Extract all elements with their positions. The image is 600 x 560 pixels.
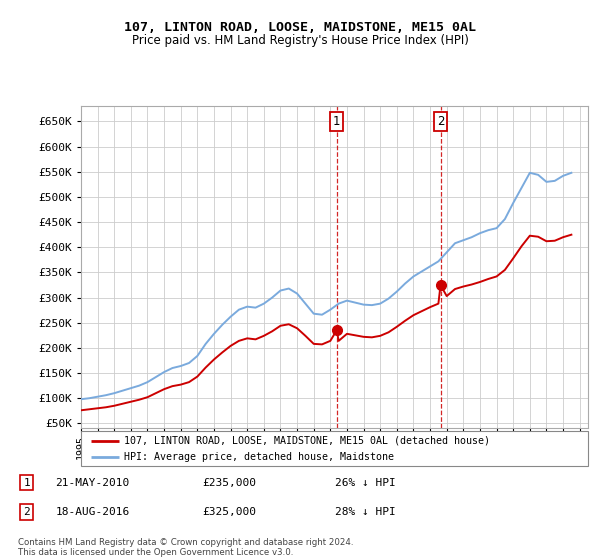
Text: 1: 1 — [333, 115, 340, 128]
Text: 21-MAY-2010: 21-MAY-2010 — [55, 478, 130, 488]
Text: 18-AUG-2016: 18-AUG-2016 — [55, 507, 130, 517]
Text: 2: 2 — [23, 507, 30, 517]
Text: 1: 1 — [23, 478, 30, 488]
Text: 107, LINTON ROAD, LOOSE, MAIDSTONE, ME15 0AL: 107, LINTON ROAD, LOOSE, MAIDSTONE, ME15… — [124, 21, 476, 34]
Text: HPI: Average price, detached house, Maidstone: HPI: Average price, detached house, Maid… — [124, 452, 394, 462]
Text: 26% ↓ HPI: 26% ↓ HPI — [335, 478, 395, 488]
Text: £235,000: £235,000 — [202, 478, 256, 488]
Text: 2: 2 — [437, 115, 445, 128]
Text: £325,000: £325,000 — [202, 507, 256, 517]
FancyBboxPatch shape — [81, 431, 588, 466]
Text: Contains HM Land Registry data © Crown copyright and database right 2024.
This d: Contains HM Land Registry data © Crown c… — [18, 538, 353, 557]
Text: Price paid vs. HM Land Registry's House Price Index (HPI): Price paid vs. HM Land Registry's House … — [131, 34, 469, 46]
Text: 107, LINTON ROAD, LOOSE, MAIDSTONE, ME15 0AL (detached house): 107, LINTON ROAD, LOOSE, MAIDSTONE, ME15… — [124, 436, 490, 446]
Text: 28% ↓ HPI: 28% ↓ HPI — [335, 507, 395, 517]
